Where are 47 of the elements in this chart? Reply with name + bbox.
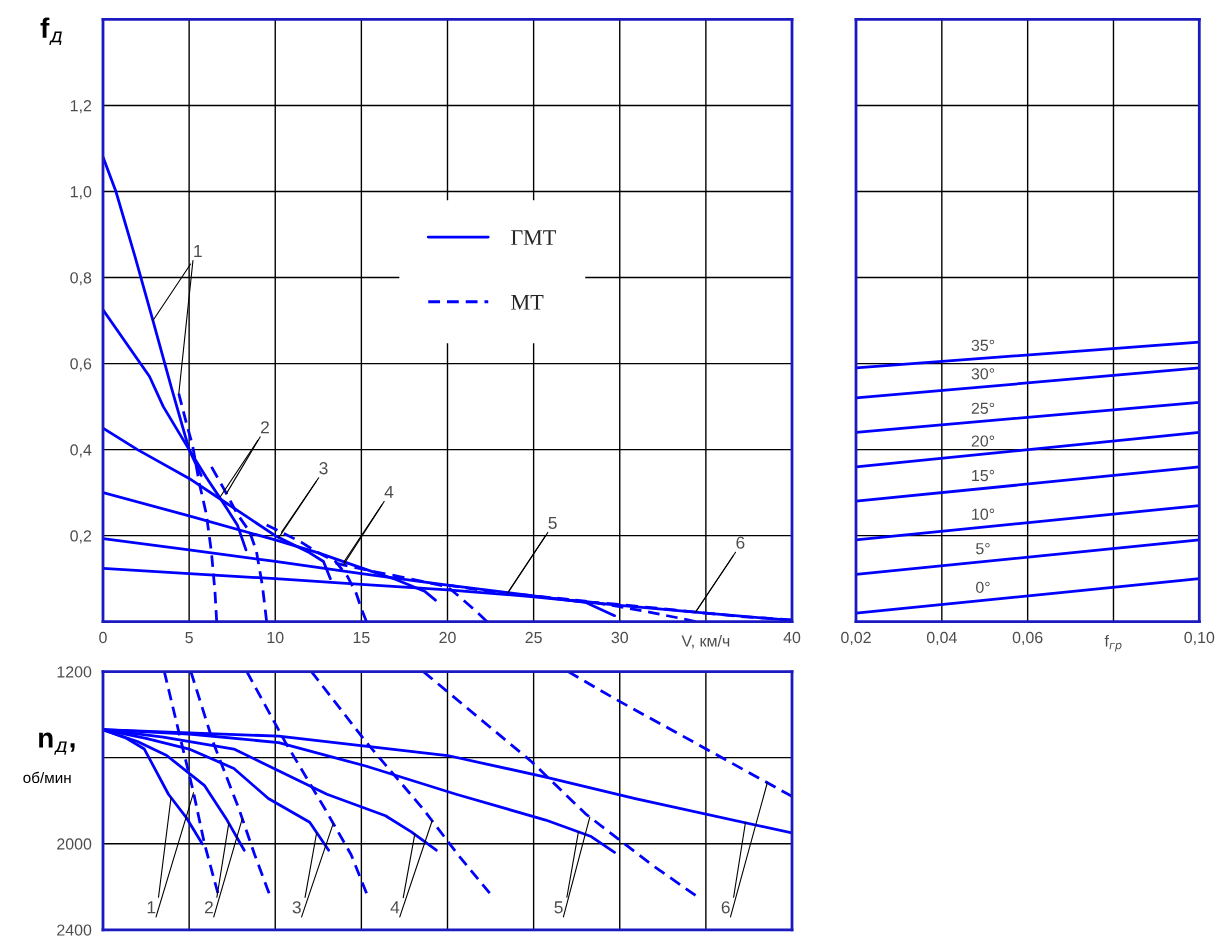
series-label: 25° — [971, 402, 995, 414]
y-tick-label: 0,6 — [70, 358, 92, 372]
series-label: 10° — [972, 508, 995, 520]
x-tick-label: 0,10 — [1184, 631, 1215, 646]
y-axis-title: n$_{д}$, об/мин — [23, 732, 75, 784]
annotation: 1 — [194, 245, 202, 257]
x-tick-label: 0 — [99, 631, 107, 644]
x-tick-label: 25 — [525, 631, 542, 644]
x-tick-label: 20 — [439, 631, 456, 644]
y-tick-label: 0,4 — [70, 444, 92, 458]
x-axis-title: V, км/ч — [681, 634, 730, 649]
x-tick-label: 10 — [267, 631, 284, 644]
annotation: 3 — [292, 901, 301, 914]
x-tick-label: 40 — [783, 631, 801, 644]
x-tick-label: 0,04 — [926, 631, 957, 646]
series-label: 0° — [976, 581, 990, 594]
annotation: 4 — [390, 901, 400, 914]
legend-label: МТ — [511, 294, 544, 310]
annotation: 6 — [721, 901, 730, 914]
x-tick-label: 0,02 — [841, 631, 871, 646]
annotation: 5 — [548, 516, 557, 530]
annotation: 4 — [384, 485, 394, 498]
y-tick-label: 0,8 — [70, 272, 92, 286]
annotation: 6 — [736, 536, 745, 549]
x-tick-label: 30 — [611, 631, 629, 644]
x-axis-title: f$_{гр}$ — [1104, 634, 1122, 652]
y-tick-label: 0,2 — [70, 530, 92, 544]
series-label: 5° — [976, 543, 990, 555]
y-tick-label: 1,0 — [70, 186, 92, 200]
series-label: 20° — [971, 435, 995, 447]
y-tick-label: 2000 — [57, 838, 92, 850]
x-tick-label: 5 — [185, 632, 193, 644]
annotation: 1 — [147, 901, 156, 914]
y-tick-label: 1,2 — [70, 100, 92, 114]
series-label: 30° — [971, 368, 995, 380]
annotation: 3 — [319, 462, 328, 475]
y-axis-title: f$_{д}$ — [40, 17, 62, 45]
annotation: 5 — [554, 901, 563, 914]
series-label: 15° — [972, 469, 995, 482]
annotation: 2 — [204, 901, 213, 914]
y-tick-label: 1200 — [57, 666, 92, 678]
x-tick-label: 15 — [353, 632, 370, 644]
y-tick-label: 2400 — [57, 924, 92, 936]
legend-label: ГМТ — [511, 230, 556, 245]
series-label: 35° — [971, 339, 995, 351]
x-tick-label: 0,06 — [1012, 631, 1043, 646]
annotation: 2 — [261, 421, 269, 434]
